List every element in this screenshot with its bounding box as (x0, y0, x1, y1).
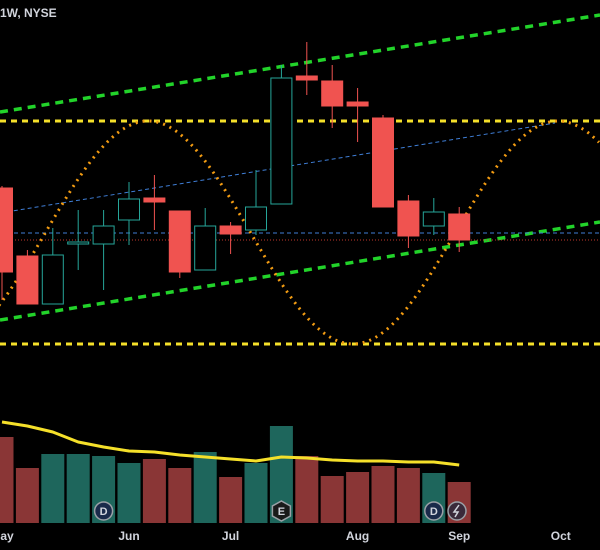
candle-body (245, 206, 267, 231)
volume-bar (219, 477, 243, 523)
volume-bar (41, 454, 65, 523)
volume-bar (269, 426, 293, 523)
volume-bar (117, 463, 141, 523)
event-label: E (278, 506, 285, 518)
volume-bar (295, 456, 319, 523)
volume-bar (168, 468, 192, 523)
volume-bar (320, 476, 344, 523)
candle-body (92, 225, 115, 245)
candle-body (0, 187, 13, 273)
candle-body (118, 198, 140, 221)
event-label: D (430, 506, 438, 518)
volume-bar (193, 452, 217, 523)
volume-bar (371, 466, 395, 523)
candle-body (41, 254, 64, 305)
candle-body (67, 241, 90, 245)
split-icon (452, 504, 460, 518)
event-label: D (100, 506, 108, 518)
candles (0, 42, 471, 305)
candle-body (194, 225, 217, 271)
volume-bar (0, 437, 14, 523)
channel-line (0, 13, 600, 114)
candle-body (422, 211, 445, 227)
candle-body (397, 200, 420, 237)
x-tick-label: May (0, 529, 14, 543)
volume-bar (346, 472, 370, 523)
x-tick-label: Sep (448, 529, 470, 543)
volume-bar (244, 463, 268, 523)
volume-bar (142, 459, 166, 523)
volume-bar (396, 468, 420, 523)
volume-bar (66, 454, 90, 523)
event-badge (424, 501, 444, 521)
x-tick-label: Jul (222, 529, 239, 543)
split-badge (447, 501, 467, 521)
candle-body (219, 225, 242, 235)
x-tick-label: Jun (118, 529, 139, 543)
candle-body (16, 255, 39, 305)
candle-body (168, 210, 191, 273)
cycle-wave (0, 119, 600, 346)
candle-body (448, 213, 471, 241)
chart-title: 1W, NYSE (0, 6, 57, 20)
drawing-overlays (0, 13, 600, 346)
x-tick-label: Aug (346, 529, 369, 543)
x-tick-label: Oct (551, 529, 571, 543)
channel-line (0, 220, 600, 322)
volume-bar (15, 468, 39, 523)
candle-body (295, 75, 318, 81)
event-badge (93, 501, 114, 521)
candle-body (321, 80, 344, 107)
candle-body (346, 101, 369, 107)
volume-ma-line (1, 420, 460, 467)
event-badge (271, 500, 292, 522)
candle-body (143, 197, 166, 203)
candle-body (372, 117, 394, 208)
candle-body (270, 77, 293, 205)
